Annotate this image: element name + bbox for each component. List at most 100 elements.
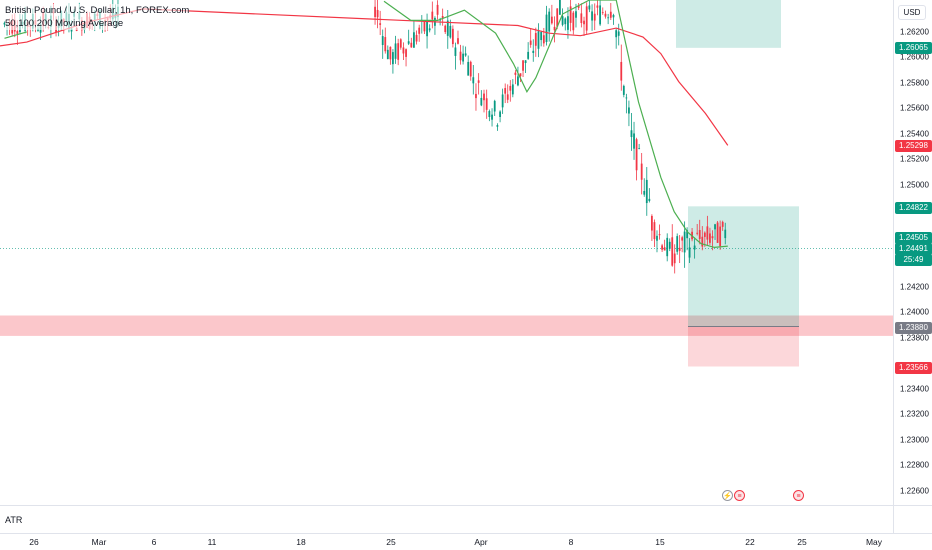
candle-body-158 bbox=[668, 241, 671, 249]
candle-body-53 bbox=[394, 43, 397, 59]
candle-body-170 bbox=[698, 230, 701, 239]
candle-body-134 bbox=[607, 17, 610, 19]
candle-body-160 bbox=[673, 253, 676, 264]
price-tick: 1.22800 bbox=[900, 460, 929, 470]
candle-body-172 bbox=[703, 232, 706, 237]
symbol-title[interactable]: British Pound / U.S. Dollar, 1h, FOREX.c… bbox=[5, 5, 190, 16]
candle-body-138 bbox=[617, 31, 620, 36]
candle-body-97 bbox=[509, 85, 512, 91]
candle-body-52 bbox=[392, 52, 394, 65]
candle-body-98 bbox=[511, 84, 514, 95]
candle-body-124 bbox=[580, 13, 583, 24]
candle-body-176 bbox=[714, 224, 716, 230]
candle-body-173 bbox=[706, 226, 709, 240]
candle-body-91 bbox=[493, 100, 496, 112]
candle-body-177 bbox=[716, 222, 719, 243]
candle-body-166 bbox=[688, 247, 691, 258]
candle-body-141 bbox=[625, 97, 628, 99]
candle-body-89 bbox=[488, 111, 491, 117]
candle-body-156 bbox=[663, 247, 666, 251]
price-tick: 1.23800 bbox=[900, 333, 929, 343]
candle-body-137 bbox=[615, 30, 618, 38]
candle-body-71 bbox=[441, 15, 444, 19]
time-tick: 26 bbox=[29, 537, 39, 547]
candle-body-58 bbox=[407, 41, 410, 44]
candle-body-151 bbox=[650, 215, 653, 231]
time-axis[interactable]: 26 Mar 6 11 18 25 Apr 8 15 22 25 May bbox=[0, 533, 932, 550]
candle-body-123 bbox=[577, 5, 580, 8]
candle-body-57 bbox=[405, 49, 407, 57]
candle-body-150 bbox=[648, 198, 651, 201]
candle-body-77 bbox=[457, 38, 459, 44]
candle-body-109 bbox=[540, 32, 543, 41]
us-flag-event-icon[interactable]: ≡ bbox=[734, 490, 745, 501]
price-tick: 1.25800 bbox=[900, 78, 929, 88]
candle-body-48 bbox=[381, 36, 384, 46]
candle-body-106 bbox=[532, 50, 535, 53]
ma-short-line bbox=[383, 0, 728, 249]
candle-body-66 bbox=[428, 28, 431, 31]
candle-body-76 bbox=[454, 47, 457, 56]
candle-body-139 bbox=[620, 61, 623, 81]
candle-body-94 bbox=[501, 94, 504, 108]
candle-body-82 bbox=[469, 61, 472, 77]
candle-body-163 bbox=[681, 237, 684, 241]
time-tick: 25 bbox=[797, 537, 807, 547]
candle-body-180 bbox=[724, 229, 727, 239]
us-flag-event-icon-2[interactable]: ≡ bbox=[793, 490, 804, 501]
candle-body-67 bbox=[431, 11, 434, 20]
ma-fast-line bbox=[4, 31, 27, 39]
candle-body-127 bbox=[588, 5, 591, 10]
candle-body-86 bbox=[480, 97, 483, 106]
candle-body-174 bbox=[709, 233, 711, 243]
candle-body-108 bbox=[537, 31, 540, 49]
candle-body-143 bbox=[630, 130, 633, 138]
price-scale[interactable]: 1.26200 1.26000 1.25800 1.25600 1.25400 1.252… bbox=[893, 0, 932, 505]
price-tick: 1.26000 bbox=[900, 52, 929, 62]
candle-body-115 bbox=[556, 8, 559, 27]
time-tick: 6 bbox=[151, 537, 157, 547]
candle-body-62 bbox=[418, 27, 421, 34]
atr-label: ATR bbox=[5, 515, 23, 525]
currency-button[interactable]: USD bbox=[898, 5, 926, 20]
price-badge: 1.24505 bbox=[895, 232, 932, 244]
price-chart[interactable] bbox=[0, 0, 893, 505]
time-tick: Apr bbox=[474, 537, 488, 547]
price-tick: 1.22600 bbox=[900, 486, 929, 496]
candle-body-171 bbox=[701, 236, 704, 247]
candle-body-105 bbox=[529, 40, 532, 45]
candle-body-165 bbox=[686, 230, 689, 239]
lightning-icon[interactable]: ⚡ bbox=[722, 490, 733, 501]
candle-body-146 bbox=[638, 148, 641, 149]
time-tick: 18 bbox=[296, 537, 306, 547]
candle-body-51 bbox=[389, 46, 392, 60]
candle-body-116 bbox=[559, 0, 561, 15]
candle-body-114 bbox=[553, 26, 556, 31]
chart-area[interactable]: British Pound / U.S. Dollar, 1h, FOREX.c… bbox=[0, 0, 893, 505]
candle-body-168 bbox=[693, 245, 696, 250]
candle-body-154 bbox=[658, 234, 661, 236]
candle-body-148 bbox=[643, 190, 646, 195]
candle-body-162 bbox=[678, 247, 681, 251]
candle-body-55 bbox=[399, 39, 402, 48]
candle-body-117 bbox=[561, 16, 564, 25]
candle-body-178 bbox=[719, 226, 722, 247]
candle-body-99 bbox=[514, 72, 517, 75]
candle-body-80 bbox=[464, 53, 467, 56]
candle-body-72 bbox=[444, 25, 447, 33]
time-tick: Mar bbox=[91, 537, 107, 547]
candle-body-88 bbox=[485, 98, 488, 110]
price-badge: 1.25298 bbox=[895, 140, 932, 152]
candle-body-179 bbox=[721, 221, 724, 227]
chart-legend: British Pound / U.S. Dollar, 1h, FOREX.c… bbox=[5, 4, 190, 30]
indicator-label[interactable]: 50,100,200 Moving Average bbox=[5, 18, 124, 29]
atr-pane[interactable]: ATR bbox=[0, 505, 893, 533]
candle-body-74 bbox=[449, 25, 452, 38]
support-zone bbox=[0, 315, 893, 336]
price-tick: 1.25400 bbox=[900, 129, 929, 139]
atr-scale bbox=[893, 505, 932, 533]
time-tick: 22 bbox=[745, 537, 755, 547]
candle-body-60 bbox=[413, 32, 415, 48]
candle-body-79 bbox=[462, 53, 464, 62]
candle-body-95 bbox=[504, 88, 507, 94]
